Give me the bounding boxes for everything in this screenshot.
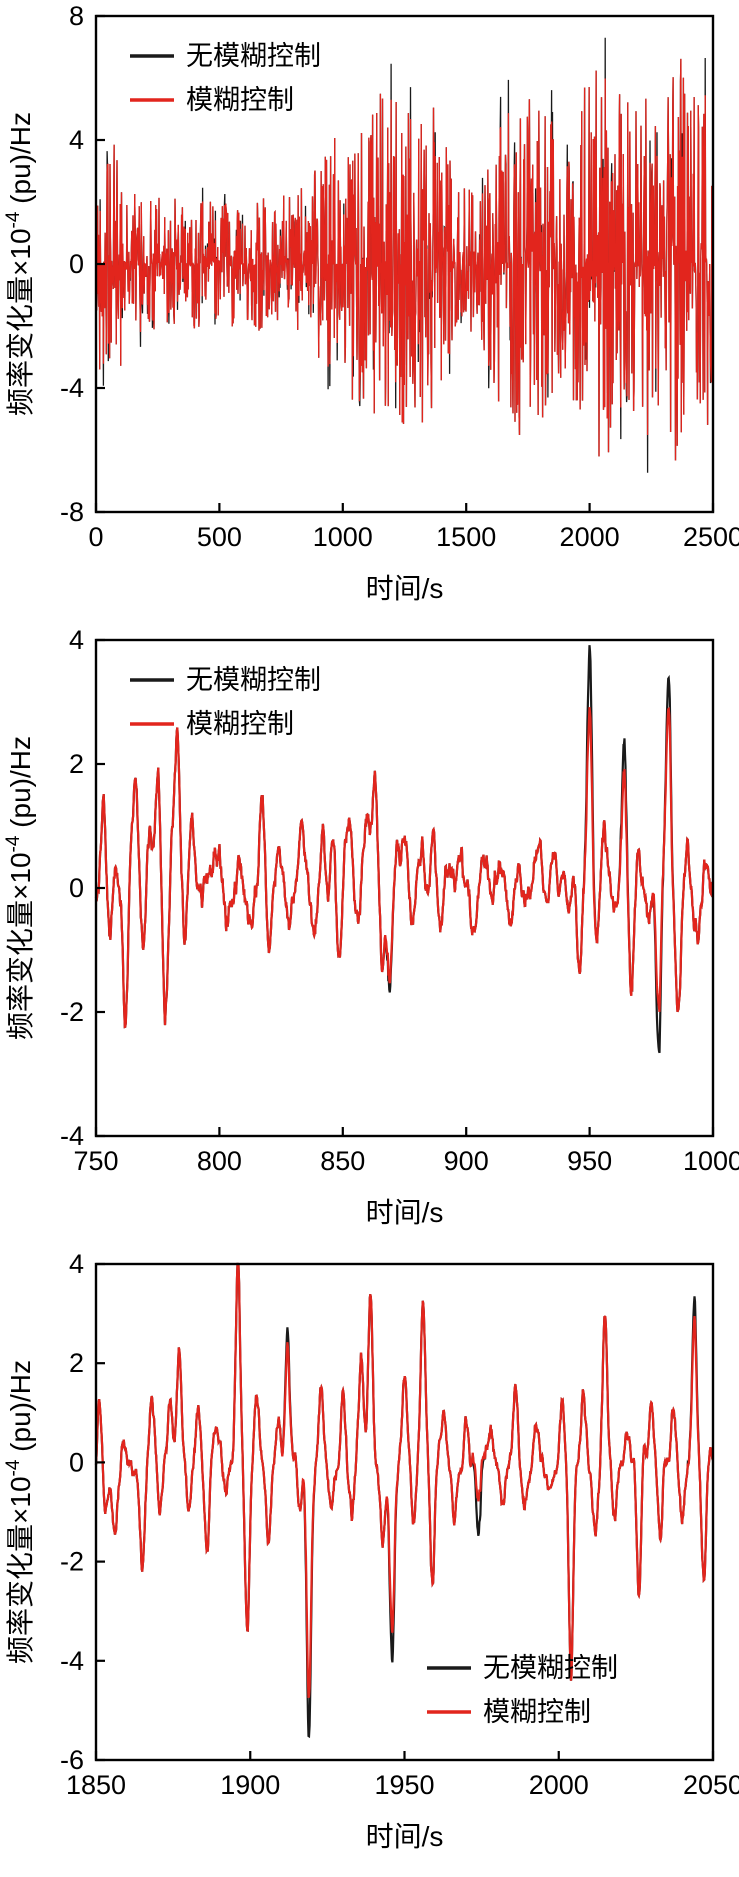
x-tick-label: 2000 <box>560 522 620 552</box>
chart-svg: 1850 1900 1950 2000 2050 -6 -4 -2 0 2 4 时间/s 频率变化量×1… <box>3 1249 739 1852</box>
x-tick-label: 750 <box>73 1146 118 1176</box>
series-fuzzy-control <box>94 706 714 1029</box>
y-tick-label: -8 <box>60 497 84 527</box>
x-axis-title: 时间/s <box>366 1821 444 1852</box>
y-tick-label: -4 <box>60 373 84 403</box>
y-tick-label: 4 <box>69 1249 84 1279</box>
y-tick-label: -2 <box>60 997 84 1027</box>
legend-label: 无模糊控制 <box>186 665 321 695</box>
x-tick-label: 950 <box>567 1146 612 1176</box>
legend-label: 无模糊控制 <box>186 41 321 71</box>
y-tick-label: 4 <box>69 125 84 155</box>
x-tick-label: 2050 <box>683 1770 739 1800</box>
y-tick-label: 8 <box>69 1 84 31</box>
chart-full-range-0-2500: 0 500 1000 1500 2000 2500 -8 -4 0 4 8 时间/s 频率变化量×10-… <box>0 0 739 624</box>
x-tick-label: 850 <box>320 1146 365 1176</box>
chart-zoom-750-1000: 750 800 850 900 950 1000 -4 -2 0 2 4 时间/s 频率变化量×10-4… <box>0 624 739 1248</box>
chart-svg: 0 500 1000 1500 2000 2500 -8 -4 0 4 8 时间/s 频率变化量×10-… <box>3 1 739 604</box>
x-tick-label: 1000 <box>313 522 373 552</box>
legend-label: 模糊控制 <box>186 85 294 115</box>
x-tick-label: 1850 <box>66 1770 126 1800</box>
y-tick-label: 4 <box>69 625 84 655</box>
x-tick-label: 2000 <box>529 1770 589 1800</box>
y-tick-label: -6 <box>60 1745 84 1775</box>
x-tick-label: 500 <box>197 522 242 552</box>
x-axis-title: 时间/s <box>366 1197 444 1228</box>
y-tick-label: 0 <box>69 249 84 279</box>
plot-frame <box>94 1262 715 1762</box>
x-tick-label: 1500 <box>436 522 496 552</box>
y-tick-label: 2 <box>69 749 84 779</box>
x-tick-label: 2500 <box>683 522 739 552</box>
y-tick-label: -2 <box>60 1547 84 1577</box>
y-axis-title: 频率变化量×10-4 (pu)/Hz <box>3 112 36 416</box>
chart-svg: 750 800 850 900 950 1000 -4 -2 0 2 4 时间/s 频率变化量×10-4… <box>3 625 739 1228</box>
x-tick-label: 1000 <box>683 1146 739 1176</box>
y-axis-title: 频率变化量×10-4 (pu)/Hz <box>3 736 36 1040</box>
chart-zoom-1850-2050: 1850 1900 1950 2000 2050 -6 -4 -2 0 2 4 时间/s 频率变化量×1… <box>0 1248 739 1872</box>
y-tick-label: -4 <box>60 1646 84 1676</box>
legend-label: 模糊控制 <box>186 709 294 739</box>
x-tick-label: 800 <box>197 1146 242 1176</box>
series-fuzzy-control <box>94 1262 714 1699</box>
y-tick-label: -4 <box>60 1121 84 1151</box>
x-axis-title: 时间/s <box>366 573 444 604</box>
series-fuzzy-control <box>95 58 714 461</box>
x-tick-label: 1950 <box>374 1770 434 1800</box>
x-tick-label: 1900 <box>220 1770 280 1800</box>
legend-label: 无模糊控制 <box>483 1653 618 1683</box>
y-tick-label: 2 <box>69 1348 84 1378</box>
y-axis-title: 频率变化量×10-4 (pu)/Hz <box>3 1360 36 1664</box>
x-tick-label: 900 <box>444 1146 489 1176</box>
legend-label: 模糊控制 <box>483 1697 591 1727</box>
x-tick-label: 0 <box>88 522 103 552</box>
y-tick-label: 0 <box>69 1447 84 1477</box>
series-no-fuzzy-control <box>94 1262 714 1739</box>
y-tick-label: 0 <box>69 873 84 903</box>
